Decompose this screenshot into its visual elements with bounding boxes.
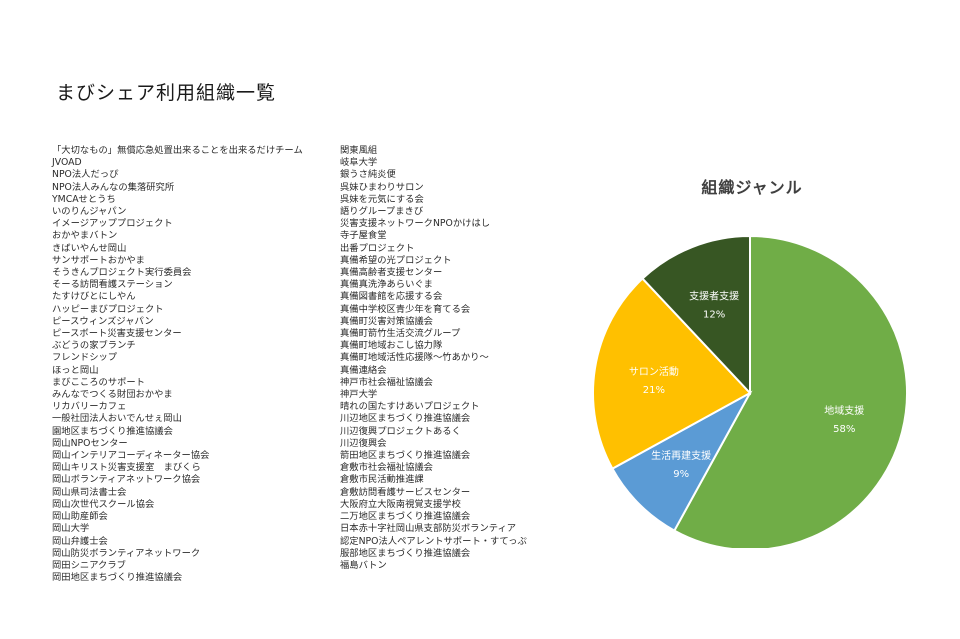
organization-item: 寺子屋食堂	[340, 230, 387, 242]
organization-item: ぶどうの家ブランチ	[52, 340, 136, 352]
organization-item: 語りグループまきび	[340, 206, 424, 218]
organization-item: ほっと岡山	[52, 364, 99, 376]
organization-item: 大阪府立大阪南視覚支援学校	[340, 498, 461, 510]
organization-item: 認定NPO法人ペアレントサポート・すてっぷ	[340, 535, 527, 547]
slice-label: 地域支援	[824, 404, 864, 417]
pie-chart: 地域支援 58% 生活再建支援 9% サロン活動 21% 支援者支援 12% 組織ジャンル	[590, 168, 920, 548]
organization-item: イメージアッププロジェクト	[52, 218, 173, 230]
organization-item: サンサポートおかやま	[52, 254, 145, 266]
organization-item: 岡山弁護士会	[52, 535, 108, 547]
organization-item: 倉敷市民活動推進課	[340, 474, 424, 486]
organization-item: 川辺復興プロジェクトあるく	[340, 425, 461, 437]
organization-item: そーる訪問看護ステーション	[52, 279, 173, 291]
organization-item: 岡田地区まちづくり推進協議会	[52, 572, 183, 584]
organization-item: 呉妹を元気にする会	[340, 193, 424, 205]
organization-item: 岡山大学	[52, 523, 90, 535]
organization-item: 呉妹ひまわりサロン	[340, 181, 424, 193]
page-title: まびシェア利用組織一覧	[56, 82, 277, 104]
slice-label: サロン活動	[629, 365, 679, 378]
organization-item: 神戸大学	[340, 389, 378, 401]
organization-item: 二万地区まちづくり推進協議会	[340, 511, 471, 523]
organization-item: 川辺地区まちづくり推進協議会	[340, 413, 471, 425]
organization-item: YMCAせとうち	[52, 193, 116, 205]
organization-item: 銀うさ純炎便	[340, 169, 396, 181]
organization-item: 岐阜大学	[340, 157, 378, 169]
organization-item: そうきんプロジェクト実行委員会	[52, 267, 192, 279]
slice-percent-label: 21%	[643, 385, 665, 396]
slice-percent-label: 9%	[673, 469, 689, 480]
organization-item: 真備図書館を応援する会	[340, 291, 443, 303]
organization-item: まびこころのサポート	[52, 376, 145, 388]
organization-item: 岡山助産師会	[52, 511, 108, 523]
organization-item: 真備真洗浄あらいぐま	[340, 279, 433, 291]
organization-item: NPO法人みんなの集落研究所	[52, 181, 175, 193]
organization-item: 岡田シニアクラブ	[52, 559, 126, 571]
organization-item: 一般社団法人おいでんせぇ岡山	[52, 413, 182, 425]
slice-percent-label: 58%	[833, 424, 855, 435]
organization-item: 園地区まちづくり推進協議会	[52, 425, 173, 437]
organization-item: 真備連絡会	[340, 364, 387, 376]
organization-item: 岡山ボランティアネットワーク協会	[52, 474, 201, 486]
organization-item: 福島バトン	[340, 559, 387, 571]
pie-slice-1	[611, 390, 753, 532]
organization-item: リカバリーカフェ	[52, 401, 127, 413]
organization-item: 真備町箭竹生活交流グループ	[340, 328, 461, 340]
organization-item: ハッピーまびプロジェクト	[52, 303, 164, 315]
organization-item: いのりんジャパン	[52, 206, 127, 218]
pie-slice-0	[673, 234, 908, 548]
organization-item: 岡山NPOセンター	[52, 437, 128, 449]
organization-item: 真備町地域活性応援隊～竹あかり～	[340, 352, 489, 364]
organization-item: おかやまバトン	[52, 230, 118, 242]
organization-item: ピースウィンズジャパン	[52, 315, 154, 327]
organization-item: 災害支援ネットワークNPOかけはし	[340, 218, 491, 230]
organization-item: 日本赤十字社岡山県支部防災ボランティア	[340, 523, 517, 535]
organization-item: 真備町災害対策協議会	[340, 315, 433, 327]
organization-item: 岡山県司法書士会	[52, 486, 127, 498]
organization-item: 岡山次世代スクール協会	[52, 498, 155, 510]
organization-item: 真備町地域おこし協力隊	[340, 340, 443, 352]
organization-item: 服部地区まちづくり推進協議会	[340, 547, 471, 559]
organization-item: 真備中学校区青少年を育てる会	[340, 303, 471, 315]
organization-item: 岡山インテリアコーディネーター協会	[52, 450, 210, 462]
slice-percent-label: 12%	[703, 309, 725, 320]
pie-chart-svg: 地域支援 58% 生活再建支援 9% サロン活動 21% 支援者支援 12%	[592, 234, 908, 548]
organization-item: 川辺復興会	[340, 437, 387, 449]
organization-item: 「大切なもの」無償応急処置出来ることを出来るだけチーム	[52, 145, 303, 156]
organization-item: 晴れの国たすけあいプロジェクト	[340, 401, 480, 413]
organization-list-left: 「大切なもの」無償応急処置出来ることを出来るだけチーム JVOAD NPO法人だっぴ…	[52, 145, 303, 584]
chart-title: 組織ジャンル	[701, 178, 803, 197]
organization-list-right: 関東風組 岐阜大学 銀うさ純炎便 呉妹ひまわりサロン 呉妹を元気にする会 語りグループまき…	[340, 145, 527, 572]
organization-item: 岡山キリスト災害支援室 まびくら	[52, 462, 201, 474]
organization-item: 出番プロジェクト	[340, 242, 415, 254]
organization-item: みんなでつくる財団おかやま	[52, 389, 173, 401]
organization-item: 箭田地区まちづくり推進協議会	[340, 450, 471, 462]
organization-item: 真備高齢者支援センター	[340, 267, 443, 279]
organization-item: 神戸市社会福祉協議会	[340, 376, 433, 388]
organization-item: 真備希望の光プロジェクト	[340, 254, 452, 266]
organization-item: JVOAD	[52, 157, 82, 169]
organization-item: 関東風組	[340, 145, 378, 156]
slice-label: 生活再建支援	[651, 449, 711, 462]
organization-item: フレンドシップ	[52, 352, 118, 364]
organization-item: きばいやんせ岡山	[52, 242, 127, 254]
pie-slice-2	[592, 277, 752, 470]
organization-item: 倉敷訪問看護サービスセンター	[340, 486, 471, 498]
slice-label: 支援者支援	[689, 289, 739, 302]
organization-item: たすけびとにしやん	[52, 291, 136, 303]
organization-item: 岡山防災ボランティアネットワーク	[52, 547, 201, 559]
organization-item: 倉敷市社会福祉協議会	[340, 462, 433, 474]
pie-slice-3	[641, 234, 751, 396]
organization-item: NPO法人だっぴ	[52, 169, 119, 181]
organization-item: ピースボート災害支援センター	[52, 328, 182, 340]
